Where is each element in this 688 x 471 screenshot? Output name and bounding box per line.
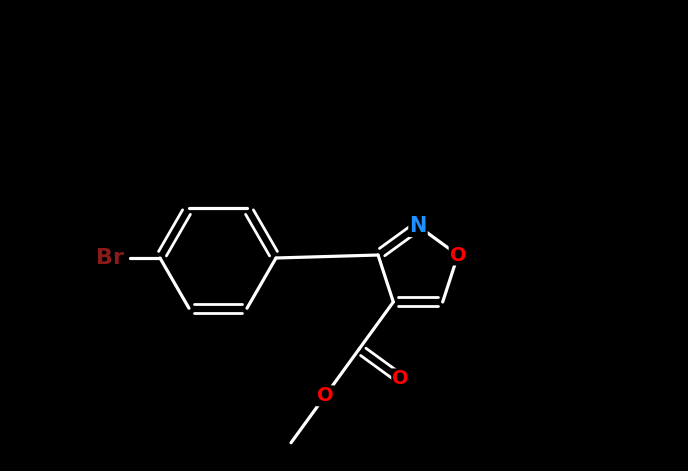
- Text: O: O: [450, 245, 466, 265]
- Text: O: O: [316, 386, 334, 406]
- Text: Br: Br: [96, 248, 124, 268]
- Text: N: N: [409, 216, 427, 236]
- Text: O: O: [392, 369, 409, 389]
